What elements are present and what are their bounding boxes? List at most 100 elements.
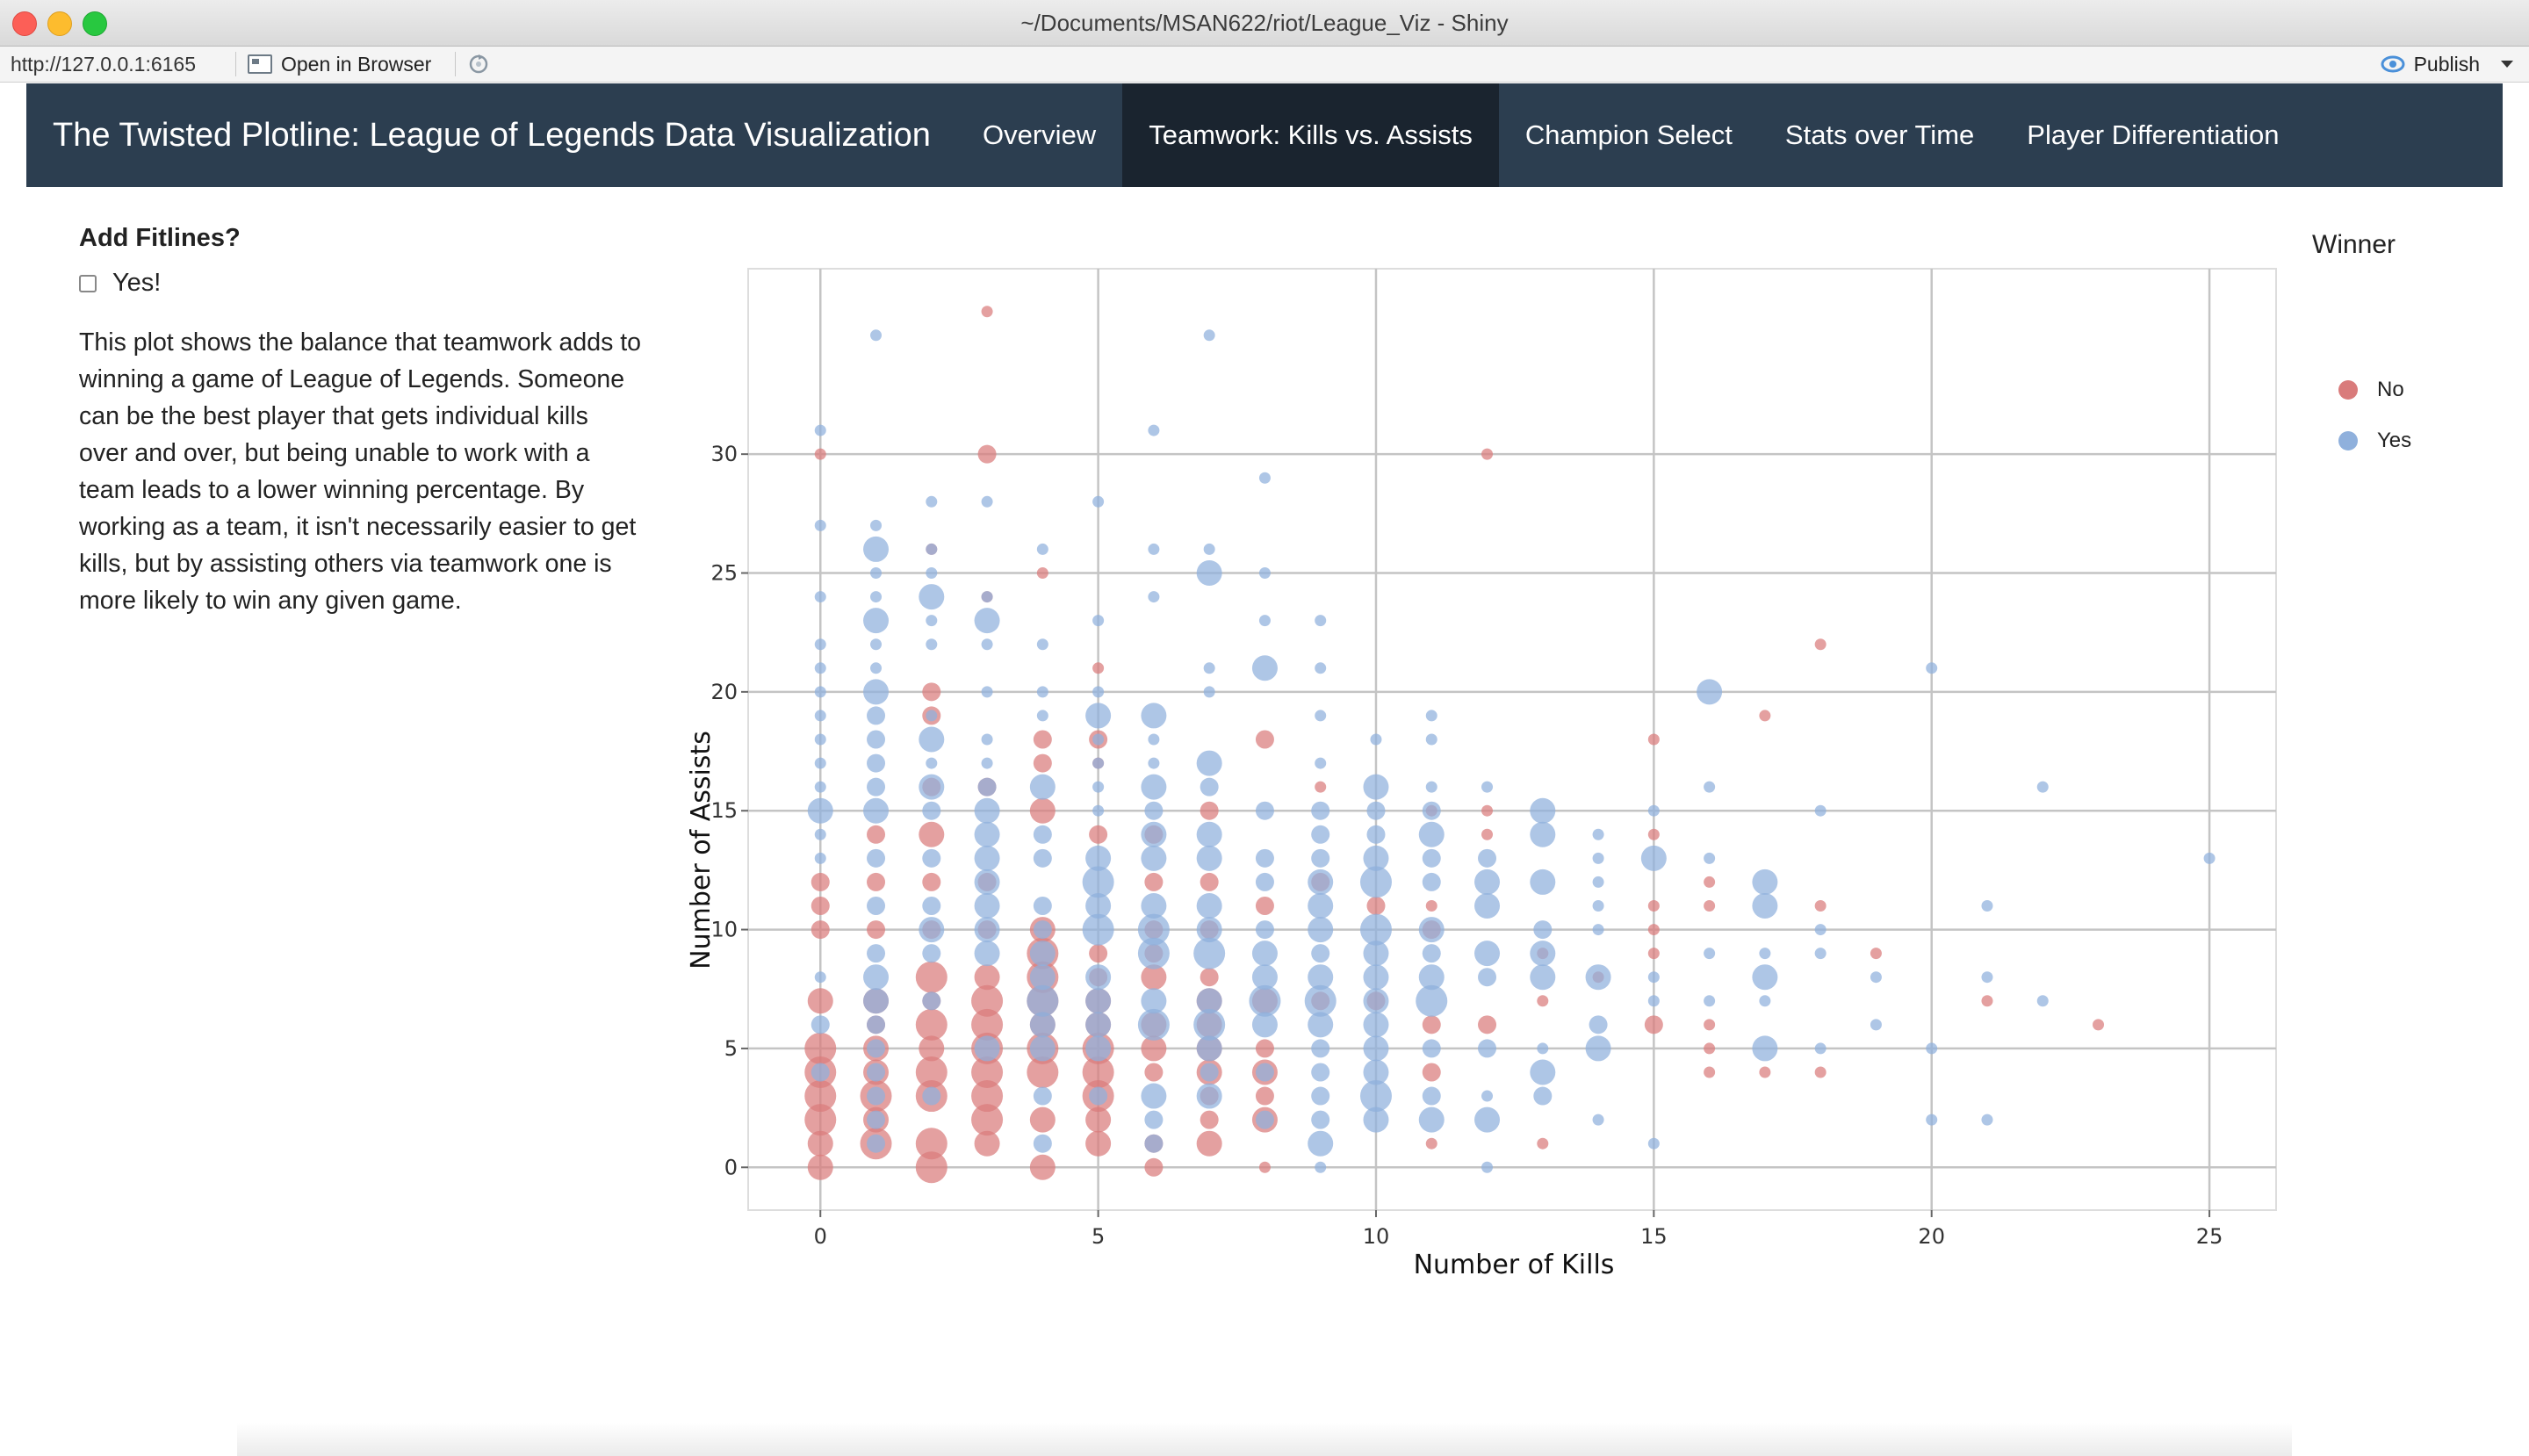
- point-yes[interactable]: [1418, 964, 1445, 991]
- point-yes[interactable]: [1592, 852, 1604, 864]
- point-no[interactable]: [867, 872, 886, 891]
- point-no[interactable]: [922, 682, 941, 702]
- point-no[interactable]: [1759, 1066, 1771, 1078]
- point-yes[interactable]: [1315, 710, 1327, 722]
- point-yes[interactable]: [867, 753, 886, 773]
- point-no[interactable]: [1255, 730, 1274, 749]
- point-yes[interactable]: [1981, 971, 1993, 984]
- point-yes[interactable]: [867, 1134, 886, 1153]
- point-yes[interactable]: [981, 733, 993, 746]
- point-yes[interactable]: [1029, 1035, 1056, 1062]
- point-yes[interactable]: [867, 1086, 886, 1106]
- point-no[interactable]: [1870, 948, 1882, 960]
- point-yes[interactable]: [922, 1086, 941, 1106]
- point-no[interactable]: [1029, 1106, 1056, 1133]
- point-yes[interactable]: [1418, 917, 1445, 943]
- point-no[interactable]: [919, 1035, 945, 1062]
- point-yes[interactable]: [1315, 615, 1327, 627]
- navbar-brand[interactable]: The Twisted Plotline: League of Legends …: [53, 117, 931, 154]
- point-yes[interactable]: [1137, 1008, 1170, 1041]
- point-no[interactable]: [919, 821, 945, 847]
- point-yes[interactable]: [863, 964, 890, 991]
- point-yes[interactable]: [1422, 944, 1441, 963]
- point-yes[interactable]: [926, 638, 938, 651]
- point-yes[interactable]: [1196, 988, 1222, 1014]
- point-yes[interactable]: [863, 988, 890, 1014]
- point-yes[interactable]: [974, 869, 1000, 895]
- tab-teamwork[interactable]: Teamwork: Kills vs. Assists: [1122, 83, 1499, 187]
- point-yes[interactable]: [981, 686, 993, 698]
- point-yes[interactable]: [867, 848, 886, 868]
- point-yes[interactable]: [926, 495, 938, 508]
- point-yes[interactable]: [981, 591, 993, 603]
- point-yes[interactable]: [1359, 866, 1392, 898]
- point-yes[interactable]: [1592, 828, 1604, 840]
- publish-button[interactable]: Publish: [2381, 47, 2513, 82]
- point-no[interactable]: [807, 1130, 833, 1157]
- point-yes[interactable]: [1474, 892, 1501, 919]
- point-yes[interactable]: [1363, 845, 1389, 871]
- point-no[interactable]: [1704, 1042, 1716, 1055]
- point-yes[interactable]: [1085, 1012, 1112, 1038]
- refresh-icon[interactable]: [467, 53, 490, 76]
- point-no[interactable]: [1029, 797, 1056, 824]
- point-no[interactable]: [1196, 1130, 1222, 1157]
- point-no[interactable]: [1814, 1066, 1826, 1078]
- point-yes[interactable]: [1704, 852, 1716, 864]
- point-yes[interactable]: [1085, 892, 1112, 919]
- point-yes[interactable]: [1366, 825, 1386, 844]
- point-yes[interactable]: [1033, 896, 1052, 915]
- point-yes[interactable]: [1144, 1110, 1164, 1129]
- point-yes[interactable]: [1085, 1035, 1112, 1062]
- point-no[interactable]: [1082, 1056, 1114, 1088]
- point-no[interactable]: [1085, 1106, 1112, 1133]
- point-no[interactable]: [971, 1080, 1004, 1113]
- point-yes[interactable]: [1422, 872, 1441, 891]
- point-yes[interactable]: [1870, 971, 1882, 984]
- point-yes[interactable]: [1422, 1039, 1441, 1058]
- point-no[interactable]: [974, 964, 1000, 991]
- point-yes[interactable]: [1085, 845, 1112, 871]
- point-yes[interactable]: [1203, 662, 1215, 674]
- point-yes[interactable]: [1144, 801, 1164, 820]
- point-no[interactable]: [804, 1104, 837, 1136]
- point-yes[interactable]: [2036, 995, 2049, 1007]
- point-yes[interactable]: [867, 944, 886, 963]
- point-yes[interactable]: [1029, 941, 1056, 967]
- point-yes[interactable]: [1363, 774, 1389, 800]
- point-yes[interactable]: [1704, 995, 1716, 1007]
- point-yes[interactable]: [1092, 757, 1105, 769]
- point-yes[interactable]: [1814, 804, 1826, 817]
- point-no[interactable]: [1537, 1137, 1549, 1150]
- point-no[interactable]: [1422, 1015, 1441, 1034]
- point-yes[interactable]: [1255, 920, 1274, 940]
- point-no[interactable]: [1537, 995, 1549, 1007]
- point-yes[interactable]: [1255, 848, 1274, 868]
- point-yes[interactable]: [1530, 797, 1556, 824]
- point-yes[interactable]: [1537, 1042, 1549, 1055]
- point-yes[interactable]: [1029, 1012, 1056, 1038]
- point-yes[interactable]: [1592, 876, 1604, 888]
- tab-overview[interactable]: Overview: [983, 119, 1097, 150]
- point-yes[interactable]: [2036, 781, 2049, 793]
- point-no[interactable]: [1425, 1137, 1437, 1150]
- point-yes[interactable]: [1304, 984, 1337, 1017]
- point-yes[interactable]: [974, 917, 1000, 943]
- point-yes[interactable]: [981, 757, 993, 769]
- point-yes[interactable]: [1203, 543, 1215, 555]
- point-no[interactable]: [867, 920, 886, 940]
- point-yes[interactable]: [1752, 869, 1778, 895]
- point-yes[interactable]: [1033, 1134, 1052, 1153]
- point-yes[interactable]: [870, 591, 883, 603]
- point-yes[interactable]: [1474, 869, 1501, 895]
- point-yes[interactable]: [1311, 944, 1330, 963]
- point-yes[interactable]: [1092, 733, 1105, 746]
- point-yes[interactable]: [1029, 774, 1056, 800]
- point-no[interactable]: [1255, 896, 1274, 915]
- point-no[interactable]: [1144, 872, 1164, 891]
- point-yes[interactable]: [977, 777, 997, 796]
- point-yes[interactable]: [863, 536, 890, 562]
- point-yes[interactable]: [1481, 1161, 1494, 1173]
- point-yes[interactable]: [814, 971, 826, 984]
- url-display[interactable]: http://127.0.0.1:6165: [11, 53, 197, 76]
